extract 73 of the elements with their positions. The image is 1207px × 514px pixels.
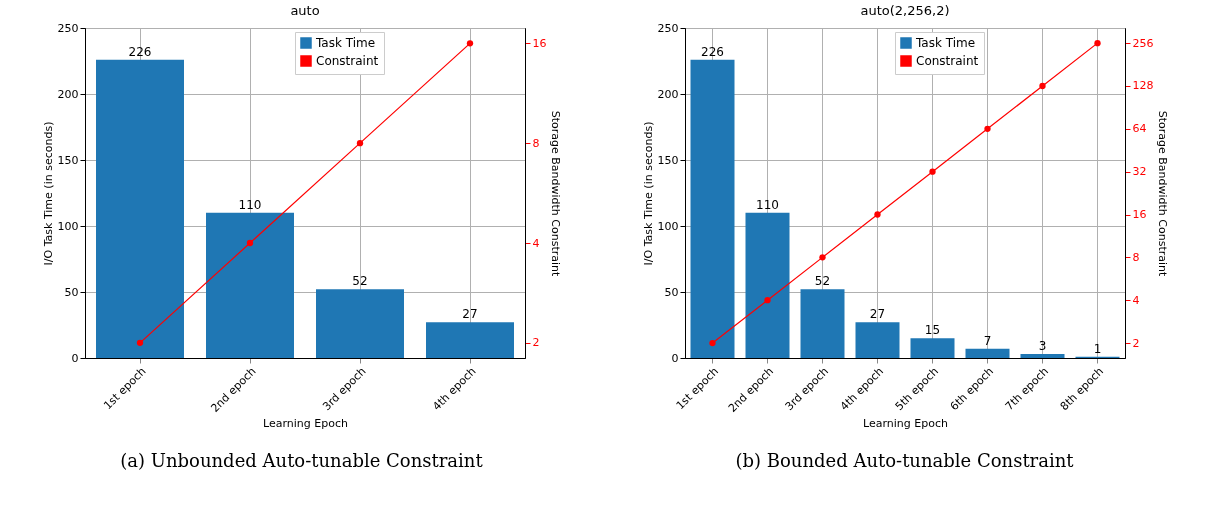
point	[983, 125, 991, 132]
y-tick-label: 0	[671, 351, 678, 365]
point	[818, 254, 826, 261]
data-label: 1	[1093, 341, 1101, 356]
x-axis-title: Learning Epoch	[862, 417, 948, 431]
bar	[206, 212, 294, 358]
point	[246, 239, 254, 247]
bar	[745, 212, 789, 358]
data-label: 15	[924, 323, 940, 338]
point	[356, 140, 364, 147]
data-label: 52	[352, 274, 368, 289]
text: (a) Unbounded Auto-tunable Constraint	[120, 450, 483, 471]
y2-axis-title: Storage Bandwidth Constraint	[549, 110, 563, 277]
y2-tick-label: 128	[1132, 79, 1153, 93]
y2-tick-label: 256	[1132, 36, 1153, 50]
point	[928, 168, 936, 175]
bar	[316, 289, 404, 358]
bar	[965, 348, 1009, 358]
y-tick-label: 200	[657, 87, 678, 101]
data-label: 27	[869, 307, 885, 322]
y-tick-label: 50	[664, 285, 678, 299]
point	[466, 40, 474, 47]
y-tick-label: 100	[657, 219, 678, 233]
chart-title: auto	[290, 3, 320, 18]
bar	[800, 289, 844, 358]
y2-tick-label: 2	[532, 336, 540, 350]
data-label: 27	[462, 307, 478, 322]
y2-tick-label: 2	[1132, 336, 1139, 350]
y-tick-label: 250	[57, 21, 79, 35]
bar	[426, 322, 514, 358]
y-tick-label: 150	[57, 153, 79, 167]
data-label: 52	[814, 274, 830, 289]
y-tick-label: 250	[657, 21, 678, 35]
y2-tick-label: 8	[532, 136, 540, 150]
bar	[855, 322, 899, 358]
point	[136, 339, 144, 346]
y-axis-title: I/O Task Time (in seconds)	[41, 121, 55, 266]
y-tick-label: 100	[57, 219, 79, 233]
y2-tick-label: 16	[532, 36, 547, 50]
y-tick-label: 50	[64, 285, 79, 299]
bar	[910, 338, 954, 358]
y2-tick-label: 4	[1132, 293, 1139, 307]
data-label: 3	[1038, 339, 1046, 354]
point	[873, 211, 881, 218]
chart-title: auto(2,256,2)	[859, 3, 950, 18]
y2-tick-label: 32	[1132, 165, 1146, 179]
legend-label: Task Time	[914, 36, 975, 50]
y-tick-label: 200	[57, 87, 79, 101]
y2-tick-label: 64	[1132, 122, 1146, 136]
data-label: 226	[700, 44, 724, 59]
y-tick-label: 0	[71, 351, 79, 365]
bar	[1020, 354, 1064, 358]
text: (b) Bounded Auto-tunable Constraint	[735, 450, 1074, 471]
point	[1038, 82, 1046, 90]
y2-tick-label: 4	[532, 236, 540, 250]
bar	[690, 59, 734, 358]
y2-axis-title: Storage Bandwidth Constraint	[1156, 110, 1169, 277]
legend-label: Task Time	[315, 36, 376, 50]
y-axis-title: I/O Task Time (in seconds)	[641, 121, 654, 266]
point	[763, 297, 771, 304]
y-tick-label: 150	[657, 153, 678, 167]
x-axis-title: Learning Epoch	[263, 417, 348, 431]
point	[708, 339, 716, 347]
legend-label: Constraint	[915, 54, 979, 68]
bar	[96, 59, 184, 358]
legend-label: Constraint	[316, 54, 379, 68]
data-label: 110	[755, 197, 779, 212]
y2-tick-label: 8	[1132, 250, 1139, 264]
data-label: 110	[238, 197, 262, 212]
point	[1093, 39, 1101, 47]
y2-tick-label: 16	[1132, 208, 1146, 222]
data-label: 7	[983, 333, 991, 348]
data-label: 226	[128, 44, 152, 59]
